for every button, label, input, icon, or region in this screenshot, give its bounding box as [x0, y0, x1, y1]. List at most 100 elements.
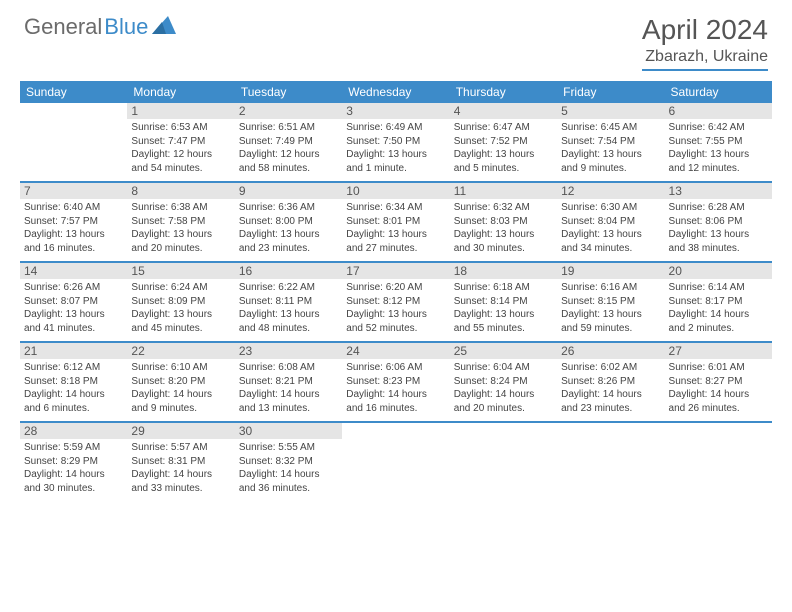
sunset-text: Sunset: 8:31 PM — [131, 455, 230, 469]
sunrise-text: Sunrise: 5:55 AM — [239, 441, 338, 455]
day-number: 7 — [20, 183, 127, 199]
sunrise-text: Sunrise: 5:59 AM — [24, 441, 123, 455]
day-info: Sunrise: 6:51 AMSunset: 7:49 PMDaylight:… — [239, 121, 338, 175]
sunset-text: Sunset: 7:52 PM — [454, 135, 553, 149]
day-info: Sunrise: 6:42 AMSunset: 7:55 PMDaylight:… — [669, 121, 768, 175]
sunrise-text: Sunrise: 6:28 AM — [669, 201, 768, 215]
daylight-text: Daylight: 14 hours and 26 minutes. — [669, 388, 768, 415]
sunset-text: Sunset: 7:57 PM — [24, 215, 123, 229]
day-info: Sunrise: 6:14 AMSunset: 8:17 PMDaylight:… — [669, 281, 768, 335]
logo-text-part2: Blue — [104, 14, 148, 40]
calendar-cell — [342, 423, 449, 501]
calendar-cell: 11Sunrise: 6:32 AMSunset: 8:03 PMDayligh… — [450, 183, 557, 261]
sunset-text: Sunset: 8:21 PM — [239, 375, 338, 389]
sunset-text: Sunset: 8:11 PM — [239, 295, 338, 309]
daylight-text: Daylight: 14 hours and 6 minutes. — [24, 388, 123, 415]
calendar-cell: 25Sunrise: 6:04 AMSunset: 8:24 PMDayligh… — [450, 343, 557, 421]
calendar-cell: 2 Sunrise: 6:51 AMSunset: 7:49 PMDaylight… — [235, 103, 342, 181]
daylight-text: Daylight: 12 hours and 58 minutes. — [239, 148, 338, 175]
weekday-header-row: Sunday Monday Tuesday Wednesday Thursday… — [20, 81, 772, 103]
title-block: April 2024 Zbarazh, Ukraine — [642, 14, 768, 71]
calendar-cell: 22Sunrise: 6:10 AMSunset: 8:20 PMDayligh… — [127, 343, 234, 421]
calendar-cell: 4Sunrise: 6:47 AMSunset: 7:52 PMDaylight… — [450, 103, 557, 181]
day-number: 25 — [450, 343, 557, 359]
sunrise-text: Sunrise: 6:02 AM — [561, 361, 660, 375]
daylight-text: Daylight: 13 hours and 45 minutes. — [131, 308, 230, 335]
day-number: 5 — [557, 103, 664, 119]
calendar-week: 28Sunrise: 5:59 AMSunset: 8:29 PMDayligh… — [20, 423, 772, 501]
day-number: 9 — [235, 183, 342, 199]
sunrise-text: Sunrise: 6:51 AM — [239, 121, 338, 135]
day-number: 27 — [665, 343, 772, 359]
day-info: Sunrise: 6:34 AMSunset: 8:01 PMDaylight:… — [346, 201, 445, 255]
daylight-text: Daylight: 14 hours and 2 minutes. — [669, 308, 768, 335]
daylight-text: Daylight: 13 hours and 27 minutes. — [346, 228, 445, 255]
sunrise-text: Sunrise: 6:26 AM — [24, 281, 123, 295]
daylight-text: Daylight: 13 hours and 48 minutes. — [239, 308, 338, 335]
day-number: 16 — [235, 263, 342, 279]
weekday-header: Tuesday — [235, 81, 342, 103]
calendar-cell: 8Sunrise: 6:38 AMSunset: 7:58 PMDaylight… — [127, 183, 234, 261]
calendar-cell — [665, 423, 772, 501]
day-number: 12 — [557, 183, 664, 199]
calendar-cell — [20, 103, 127, 181]
day-number: 24 — [342, 343, 449, 359]
sunset-text: Sunset: 8:15 PM — [561, 295, 660, 309]
calendar-cell: 12Sunrise: 6:30 AMSunset: 8:04 PMDayligh… — [557, 183, 664, 261]
sunset-text: Sunset: 8:26 PM — [561, 375, 660, 389]
sunrise-text: Sunrise: 6:36 AM — [239, 201, 338, 215]
day-number: 15 — [127, 263, 234, 279]
sunset-text: Sunset: 8:27 PM — [669, 375, 768, 389]
sunrise-text: Sunrise: 6:16 AM — [561, 281, 660, 295]
calendar-cell: 16Sunrise: 6:22 AMSunset: 8:11 PMDayligh… — [235, 263, 342, 341]
calendar-cell: 19Sunrise: 6:16 AMSunset: 8:15 PMDayligh… — [557, 263, 664, 341]
daylight-text: Daylight: 13 hours and 23 minutes. — [239, 228, 338, 255]
sunset-text: Sunset: 8:32 PM — [239, 455, 338, 469]
month-title: April 2024 — [642, 14, 768, 46]
calendar-cell: 27 Sunrise: 6:01 AMSunset: 8:27 PMDayligh… — [665, 343, 772, 421]
weekday-header: Monday — [127, 81, 234, 103]
daylight-text: Daylight: 13 hours and 1 minute. — [346, 148, 445, 175]
calendar-cell: 7Sunrise: 6:40 AMSunset: 7:57 PMDaylight… — [20, 183, 127, 261]
day-info: Sunrise: 6:53 AMSunset: 7:47 PMDaylight:… — [131, 121, 230, 175]
day-number: 2 — [235, 103, 342, 119]
sunrise-text: Sunrise: 6:53 AM — [131, 121, 230, 135]
day-number: 1 — [127, 103, 234, 119]
calendar-cell — [450, 423, 557, 501]
daylight-text: Daylight: 13 hours and 20 minutes. — [131, 228, 230, 255]
daylight-text: Daylight: 12 hours and 54 minutes. — [131, 148, 230, 175]
sunset-text: Sunset: 8:03 PM — [454, 215, 553, 229]
sunset-text: Sunset: 8:07 PM — [24, 295, 123, 309]
sunset-text: Sunset: 7:58 PM — [131, 215, 230, 229]
sunset-text: Sunset: 8:14 PM — [454, 295, 553, 309]
sunset-text: Sunset: 8:04 PM — [561, 215, 660, 229]
sunrise-text: Sunrise: 6:20 AM — [346, 281, 445, 295]
sunrise-text: Sunrise: 6:10 AM — [131, 361, 230, 375]
day-number: 22 — [127, 343, 234, 359]
day-info: Sunrise: 6:24 AMSunset: 8:09 PMDaylight:… — [131, 281, 230, 335]
sunrise-text: Sunrise: 6:47 AM — [454, 121, 553, 135]
sunrise-text: Sunrise: 6:40 AM — [24, 201, 123, 215]
sunrise-text: Sunrise: 6:04 AM — [454, 361, 553, 375]
day-info: Sunrise: 6:45 AMSunset: 7:54 PMDaylight:… — [561, 121, 660, 175]
day-info: Sunrise: 6:49 AMSunset: 7:50 PMDaylight:… — [346, 121, 445, 175]
weeks-container: 1Sunrise: 6:53 AMSunset: 7:47 PMDaylight… — [20, 103, 772, 501]
daylight-text: Daylight: 13 hours and 9 minutes. — [561, 148, 660, 175]
day-info: Sunrise: 6:12 AMSunset: 8:18 PMDaylight:… — [24, 361, 123, 415]
day-number: 13 — [665, 183, 772, 199]
day-info: Sunrise: 6:01 AMSunset: 8:27 PMDaylight:… — [669, 361, 768, 415]
calendar-cell: 9Sunrise: 6:36 AMSunset: 8:00 PMDaylight… — [235, 183, 342, 261]
logo: GeneralBlue — [24, 14, 176, 40]
calendar-cell: 29Sunrise: 5:57 AMSunset: 8:31 PMDayligh… — [127, 423, 234, 501]
sunset-text: Sunset: 7:55 PM — [669, 135, 768, 149]
daylight-text: Daylight: 14 hours and 36 minutes. — [239, 468, 338, 495]
calendar-week: 7 Sunrise: 6:40 AMSunset: 7:57 PM Daylight… — [20, 183, 772, 263]
sunset-text: Sunset: 8:23 PM — [346, 375, 445, 389]
daylight-text: Daylight: 14 hours and 30 minutes. — [24, 468, 123, 495]
day-info: Sunrise: 6:26 AMSunset: 8:07 PMDaylight:… — [24, 281, 123, 335]
daylight-text: Daylight: 14 hours and 33 minutes. — [131, 468, 230, 495]
calendar-cell: 28Sunrise: 5:59 AMSunset: 8:29 PMDayligh… — [20, 423, 127, 501]
sunset-text: Sunset: 8:18 PM — [24, 375, 123, 389]
sunset-text: Sunset: 7:47 PM — [131, 135, 230, 149]
weekday-header: Thursday — [450, 81, 557, 103]
